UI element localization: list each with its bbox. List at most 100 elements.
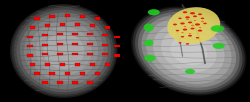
Bar: [50, 15, 55, 18]
Bar: [44, 63, 50, 66]
Ellipse shape: [24, 16, 103, 86]
Ellipse shape: [133, 8, 245, 94]
Ellipse shape: [193, 15, 197, 17]
Bar: [114, 54, 120, 57]
Bar: [102, 34, 108, 36]
Ellipse shape: [210, 25, 224, 32]
Bar: [102, 53, 108, 55]
Bar: [27, 54, 33, 57]
Ellipse shape: [10, 4, 118, 98]
Ellipse shape: [181, 32, 184, 33]
Bar: [34, 17, 40, 20]
Ellipse shape: [190, 28, 194, 29]
Ellipse shape: [194, 20, 196, 21]
Bar: [72, 33, 78, 35]
Ellipse shape: [183, 11, 187, 13]
Bar: [94, 17, 100, 20]
Bar: [87, 81, 93, 84]
Bar: [57, 53, 63, 55]
Bar: [42, 34, 48, 36]
Ellipse shape: [189, 33, 191, 34]
Bar: [64, 72, 70, 75]
Bar: [57, 81, 63, 84]
Bar: [42, 44, 48, 46]
Bar: [114, 36, 120, 38]
Ellipse shape: [138, 12, 240, 90]
Bar: [74, 23, 80, 26]
Bar: [114, 45, 120, 47]
Ellipse shape: [191, 25, 194, 26]
Bar: [50, 72, 55, 75]
Ellipse shape: [176, 30, 179, 31]
Bar: [27, 36, 33, 38]
Bar: [30, 63, 35, 66]
Ellipse shape: [185, 69, 195, 74]
Bar: [27, 45, 33, 47]
Ellipse shape: [201, 18, 204, 19]
Ellipse shape: [178, 42, 182, 44]
Ellipse shape: [213, 43, 225, 49]
Ellipse shape: [135, 10, 242, 92]
Bar: [42, 53, 48, 55]
Ellipse shape: [20, 13, 108, 89]
Bar: [72, 53, 78, 55]
Bar: [72, 43, 78, 45]
Ellipse shape: [12, 6, 116, 96]
Bar: [60, 63, 65, 66]
Ellipse shape: [173, 24, 177, 25]
Bar: [104, 63, 110, 66]
Ellipse shape: [36, 27, 92, 75]
Ellipse shape: [203, 23, 207, 24]
Ellipse shape: [184, 26, 186, 27]
Ellipse shape: [131, 6, 246, 96]
Ellipse shape: [181, 36, 184, 38]
Bar: [57, 43, 63, 45]
Bar: [57, 33, 63, 35]
Bar: [60, 23, 65, 26]
Ellipse shape: [188, 22, 192, 23]
Ellipse shape: [29, 21, 98, 81]
Ellipse shape: [14, 7, 114, 95]
Ellipse shape: [198, 30, 202, 32]
Ellipse shape: [195, 23, 200, 26]
Bar: [104, 26, 110, 29]
Ellipse shape: [144, 23, 154, 32]
Ellipse shape: [142, 14, 236, 88]
Ellipse shape: [16, 10, 111, 92]
Ellipse shape: [146, 18, 232, 84]
Ellipse shape: [144, 55, 156, 61]
Ellipse shape: [188, 35, 192, 37]
Ellipse shape: [144, 40, 154, 46]
Bar: [94, 72, 100, 75]
Ellipse shape: [153, 23, 224, 79]
Ellipse shape: [186, 19, 189, 20]
Bar: [42, 81, 48, 84]
Ellipse shape: [148, 9, 160, 15]
Bar: [64, 14, 70, 17]
Ellipse shape: [183, 29, 187, 31]
Ellipse shape: [161, 30, 216, 72]
Bar: [87, 33, 93, 35]
Bar: [80, 72, 85, 75]
Bar: [87, 53, 93, 55]
Ellipse shape: [178, 18, 182, 19]
Ellipse shape: [185, 16, 190, 18]
Bar: [44, 24, 50, 27]
Ellipse shape: [201, 21, 204, 22]
Bar: [90, 24, 95, 27]
Ellipse shape: [43, 33, 84, 69]
Bar: [80, 15, 85, 18]
Ellipse shape: [167, 7, 220, 44]
Bar: [102, 44, 108, 46]
Bar: [90, 63, 95, 66]
Ellipse shape: [199, 27, 201, 28]
Ellipse shape: [198, 13, 202, 15]
Bar: [30, 26, 35, 29]
Ellipse shape: [170, 37, 207, 65]
Ellipse shape: [186, 43, 189, 45]
Ellipse shape: [180, 22, 185, 24]
Bar: [87, 43, 93, 45]
Bar: [34, 72, 40, 75]
Ellipse shape: [196, 37, 199, 39]
Bar: [72, 81, 78, 84]
